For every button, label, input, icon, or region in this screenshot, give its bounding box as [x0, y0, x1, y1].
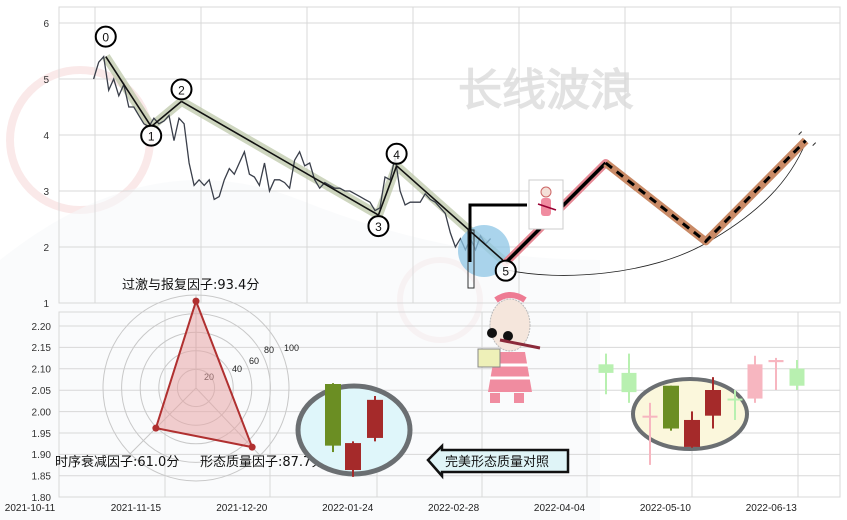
callout-arrow: 完美形态质量对照 [426, 442, 570, 480]
pattern-candle [663, 385, 679, 429]
y-tick-label: 2.15 [32, 343, 52, 354]
y-tick-label: 1.90 [32, 450, 52, 461]
x-tick-label: 2022-06-13 [746, 503, 798, 514]
date-x-axis: 2021-10-11 2021-11-15 2021-12-20 2022-01-24… [5, 503, 798, 514]
y-tick-label: 6 [43, 19, 49, 30]
reference-candle [325, 384, 341, 446]
y-tick-label: 1 [43, 299, 49, 310]
price-y-axis: 6 5 4 3 2 1 [43, 19, 49, 310]
pattern-candle [642, 415, 658, 418]
price-panel [58, 6, 841, 304]
wave-marker-label: 1 [148, 130, 155, 144]
pattern-candle [705, 390, 721, 416]
pattern-candle [727, 398, 743, 401]
projection-end-tick [798, 131, 817, 146]
radar-point [152, 424, 160, 432]
x-tick-label: 2021-12-20 [216, 503, 268, 514]
y-tick-label: 2.10 [32, 365, 52, 376]
wave-segment [181, 100, 379, 216]
wave-marker-circle [385, 142, 408, 165]
x-tick-label: 2022-02-28 [428, 503, 480, 514]
wave-marker-circle [140, 124, 163, 147]
candles [325, 353, 805, 477]
wave-marker-label: 4 [393, 148, 400, 162]
radar-point [192, 297, 200, 305]
y-tick-label: 1.95 [32, 429, 52, 440]
wave-labels: 0 1 2 3 4 5 [94, 25, 517, 282]
x-tick-label: 2021-11-15 [111, 503, 162, 514]
mascot-thumbnail [528, 179, 564, 230]
wave-marker-circle [494, 259, 517, 282]
wave-marker-circle [94, 25, 117, 48]
radar-ring-label: 100 [284, 343, 299, 353]
radar-ring-label: 80 [264, 345, 274, 355]
wave-marker-circle [170, 78, 193, 101]
reference-candle [367, 399, 383, 438]
y-tick-label: 5 [43, 75, 49, 86]
projection-dashed-line [604, 139, 807, 244]
wave-segment [150, 100, 183, 128]
wave-marker-circle [367, 215, 390, 238]
mascot-illustration [477, 292, 541, 403]
pattern-candle [768, 360, 784, 363]
pattern-candle [789, 368, 805, 386]
radar-area [154, 298, 254, 449]
y-tick-label: 2.05 [32, 386, 52, 397]
x-tick-label: 2021-10-11 [5, 503, 56, 514]
wave-segment [377, 165, 398, 216]
wave-lines [105, 56, 507, 264]
wave-segment [396, 165, 507, 264]
y-tick-label: 3 [43, 187, 49, 198]
candle-panel [58, 311, 841, 498]
reference-candle [345, 443, 361, 471]
y-tick-label: 2.00 [32, 407, 52, 418]
radar-ring-label: 40 [232, 364, 242, 374]
y-tick-label: 4 [43, 131, 49, 142]
x-tick-label: 2022-01-24 [322, 503, 374, 514]
pattern-candle [621, 372, 637, 393]
x-tick-label: 2022-04-04 [534, 503, 586, 514]
pattern-candle [598, 364, 614, 373]
radar-axis-label: 形态质量因子:87.7分 [200, 455, 324, 470]
pattern-candle [747, 364, 763, 399]
y-tick-label: 2.20 [32, 322, 52, 333]
radar-axis-label: 过激与报复因子:93.4分 [122, 278, 259, 293]
wave-marker-label: 3 [375, 220, 382, 234]
pattern-candle [684, 419, 700, 447]
wave-segment [105, 56, 152, 128]
y-tick-label: 2 [43, 243, 49, 254]
y-tick-label: 1.85 [32, 472, 52, 483]
candle-y-axis: 2.20 2.15 2.10 2.05 2.00 1.95 1.90 1.85 1.80 [32, 322, 52, 504]
callout-label: 完美形态质量对照 [445, 455, 549, 470]
price-line [92, 55, 492, 252]
candle-panel-frame [58, 311, 841, 498]
radar-ring-label: 60 [249, 356, 259, 366]
radar-point [248, 443, 256, 451]
radar-axis-label: 时序衰减因子:61.0分 [55, 454, 179, 470]
wave-marker-label: 0 [102, 31, 109, 45]
wave-marker-label: 2 [178, 83, 185, 97]
pointer-line [468, 203, 527, 262]
price-panel-frame [58, 6, 841, 304]
y-tick-label: 1.80 [32, 493, 52, 504]
wave-marker-label: 5 [502, 265, 509, 279]
watermark-text: 长线波浪 [458, 65, 634, 116]
radar-chart: 20406080100过激与报复因子:93.4分形态质量因子:87.7分时序衰减… [55, 278, 324, 482]
x-tick-label: 2022-05-10 [640, 503, 692, 514]
